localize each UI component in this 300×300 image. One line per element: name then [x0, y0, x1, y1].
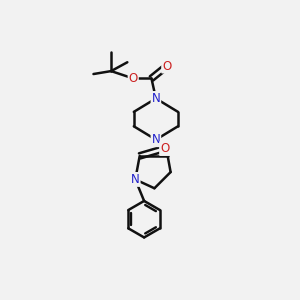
Text: O: O: [162, 60, 171, 73]
Text: O: O: [129, 72, 138, 85]
Text: N: N: [131, 173, 140, 186]
Text: O: O: [160, 142, 169, 155]
Text: N: N: [152, 133, 160, 146]
Text: N: N: [152, 92, 160, 105]
